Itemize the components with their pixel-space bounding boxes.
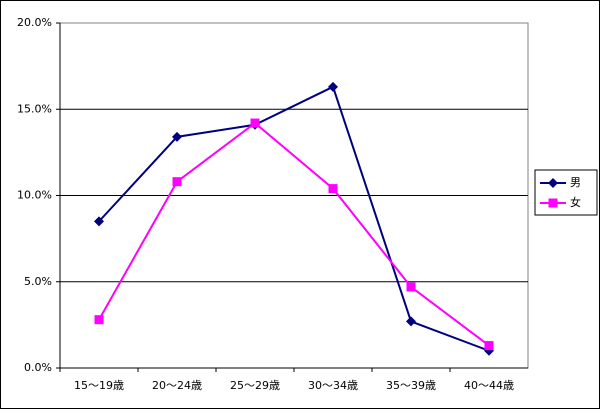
point: [484, 341, 494, 351]
x-tick-label: 25～29歳: [230, 379, 280, 392]
y-tick-label: 10.0%: [17, 189, 52, 202]
series-line: [98, 85, 490, 352]
point: [406, 316, 416, 327]
point: [94, 216, 104, 227]
x-tick-label: 30～34歳: [308, 379, 358, 392]
point: [328, 81, 338, 92]
x-tick-label: 35～39歳: [386, 379, 436, 392]
point: [94, 315, 104, 325]
legend-box: [534, 169, 598, 216]
y-tick-label: 0.0%: [24, 361, 52, 374]
point: [250, 118, 260, 128]
legend-label: 男: [570, 176, 581, 189]
legend-label: 女: [570, 195, 581, 209]
series-line: [98, 121, 490, 347]
point: [172, 131, 182, 142]
point: [406, 282, 416, 292]
point: [328, 184, 338, 194]
y-tick-label: 5.0%: [24, 275, 52, 288]
x-tick-label: 40～44歳: [464, 379, 514, 392]
point: [172, 177, 182, 187]
x-tick-label: 15～19歳: [74, 379, 124, 392]
legend-marker: [548, 178, 558, 188]
y-tick-label: 20.0%: [17, 16, 52, 29]
x-tick-label: 20～24歳: [152, 379, 202, 392]
y-tick-label: 15.0%: [17, 102, 52, 115]
legend-marker: [548, 198, 558, 208]
